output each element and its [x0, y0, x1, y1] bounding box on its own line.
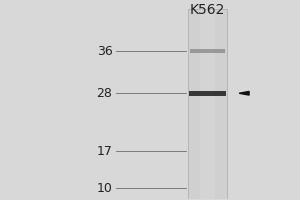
Text: 17: 17: [97, 145, 112, 158]
Text: K562: K562: [190, 3, 225, 17]
Bar: [189, 91, 226, 96]
Text: 36: 36: [97, 45, 112, 58]
Polygon shape: [239, 91, 249, 95]
Bar: [200, 9, 215, 199]
Bar: [188, 9, 227, 199]
Text: 10: 10: [97, 182, 112, 195]
Bar: [190, 49, 225, 53]
Text: 28: 28: [97, 87, 112, 100]
